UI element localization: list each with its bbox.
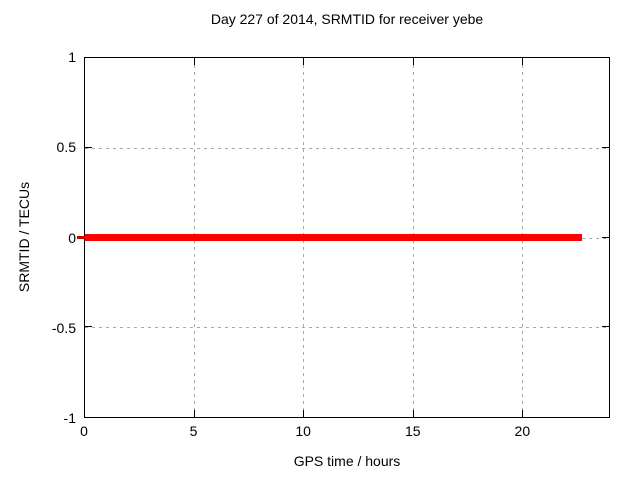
ytick-label-m0p5: -0.5 xyxy=(51,319,76,336)
ytick-mark-left-m0p5 xyxy=(85,326,92,328)
xtick-label-15: 15 xyxy=(404,423,421,439)
xtick-mark-top-5 xyxy=(194,58,196,65)
ytick-mark-right-0p5 xyxy=(602,146,609,148)
xtick-label-10: 10 xyxy=(295,423,311,439)
xtick-mark-top-20 xyxy=(521,58,523,65)
horizontal-gridline-0p5 xyxy=(85,147,609,149)
xtick-mark-bottom-20 xyxy=(521,410,523,417)
ytick-label-0: 0 xyxy=(68,229,76,246)
xtick-label-20: 20 xyxy=(514,423,531,439)
zero-tick-outer-stub xyxy=(77,235,85,239)
ytick-mark-right-m0p5 xyxy=(602,326,609,328)
ytick-label-1: 1 xyxy=(68,49,76,65)
xtick-mark-bottom-5 xyxy=(194,410,196,417)
chart-title: Day 227 of 2014, SRMTID for receiver yeb… xyxy=(210,11,484,27)
srmtid-series-line xyxy=(85,233,583,241)
plot-area xyxy=(77,57,610,418)
xtick-mark-bottom-10 xyxy=(303,410,305,417)
ytick-mark-right-0 xyxy=(602,236,609,238)
ytick-label-0p5: 0.5 xyxy=(56,139,76,156)
xtick-mark-bottom-15 xyxy=(412,410,414,417)
xtick-label-5: 5 xyxy=(189,423,198,439)
xtick-label-0: 0 xyxy=(80,423,88,439)
x-axis-label: GPS time / hours xyxy=(293,453,401,469)
ytick-label-m1: -1 xyxy=(63,410,76,426)
x-axis-tick-labels: 0 5 10 15 20 xyxy=(80,422,610,440)
ytick-mark-left-0p5 xyxy=(85,146,92,148)
xtick-mark-top-10 xyxy=(303,58,305,65)
horizontal-gridline-m0p5 xyxy=(85,327,609,329)
xtick-mark-top-15 xyxy=(412,58,414,65)
y-axis-tick-labels: 1 0.5 0 -0.5 -1 xyxy=(0,49,76,426)
